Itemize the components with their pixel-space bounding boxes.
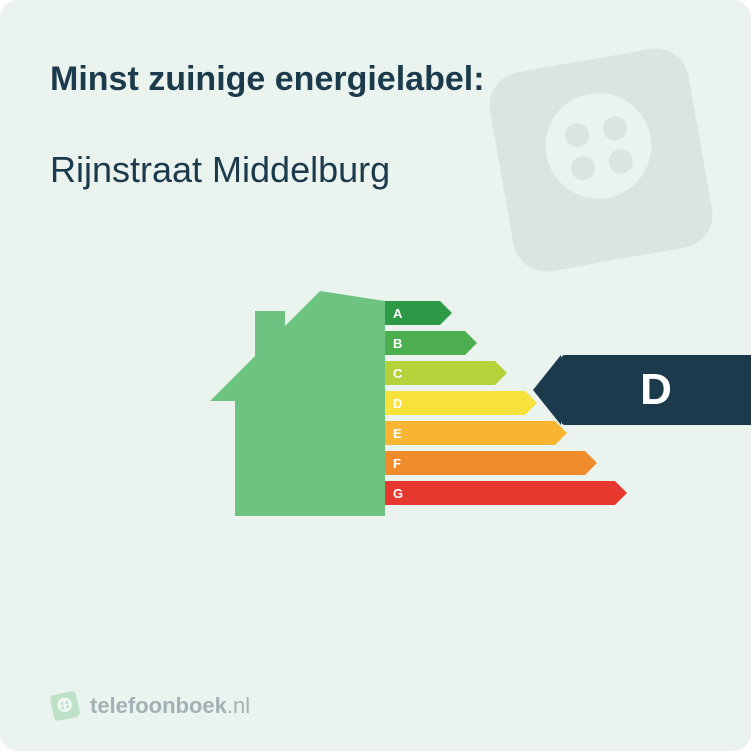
brand-name: telefoonboek xyxy=(90,693,227,718)
bar-arrow xyxy=(615,481,627,505)
house-icon xyxy=(210,281,385,526)
bar-label: B xyxy=(385,331,465,355)
badge-arrow xyxy=(533,355,561,425)
bar-label: E xyxy=(385,421,555,445)
card-title: Minst zuinige energielabel: xyxy=(50,60,701,99)
bar-label: D xyxy=(385,391,525,415)
bar-label: G xyxy=(385,481,615,505)
bar-arrow xyxy=(495,361,507,385)
bar-label: F xyxy=(385,451,585,475)
footer-brand: telefoonboek.nl xyxy=(90,693,250,719)
energy-bar-g: G xyxy=(385,481,615,505)
energy-bar-f: F xyxy=(385,451,615,475)
footer: telefoonboek.nl xyxy=(50,691,250,721)
energy-label-card: Minst zuinige energielabel: Rijnstraat M… xyxy=(0,0,751,751)
rating-badge-wrap: D xyxy=(561,355,751,425)
bar-label: C xyxy=(385,361,495,385)
bar-label: A xyxy=(385,301,440,325)
energy-bar-a: A xyxy=(385,301,615,325)
rating-letter: D xyxy=(640,365,672,415)
bar-arrow xyxy=(585,451,597,475)
brand-suffix: .nl xyxy=(227,693,250,718)
card-subtitle: Rijnstraat Middelburg xyxy=(50,149,701,191)
energy-bar-b: B xyxy=(385,331,615,355)
bar-arrow xyxy=(440,301,452,325)
footer-logo-icon xyxy=(47,688,83,724)
rating-badge: D xyxy=(561,355,751,425)
bar-arrow xyxy=(465,331,477,355)
